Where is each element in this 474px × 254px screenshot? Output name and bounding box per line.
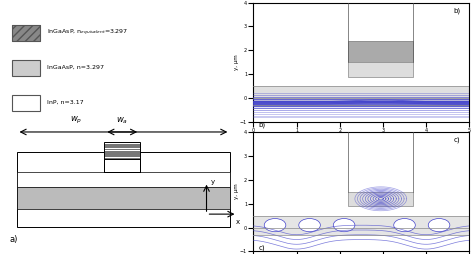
Bar [17, 172, 230, 187]
Bar [254, 77, 469, 86]
Bar [104, 144, 140, 146]
Bar [104, 159, 140, 172]
Text: c): c) [258, 245, 265, 251]
Text: y: y [211, 179, 215, 185]
Text: $w_a$: $w_a$ [116, 115, 128, 126]
Ellipse shape [428, 218, 450, 232]
Bar [254, 86, 469, 105]
Text: x: x [235, 219, 239, 225]
Bar [348, 41, 413, 62]
Bar [348, 192, 413, 206]
Bar [254, 206, 469, 216]
Bar [104, 146, 140, 148]
Text: InGaAsP, n=3.297: InGaAsP, n=3.297 [47, 65, 104, 70]
Bar [104, 155, 140, 157]
Bar [254, 3, 469, 122]
Bar [104, 153, 140, 155]
Y-axis label: y, μm: y, μm [234, 184, 238, 199]
Bar [348, 41, 413, 77]
Text: $w_p$: $w_p$ [70, 115, 82, 126]
Text: b): b) [258, 122, 265, 129]
Text: c): c) [454, 137, 461, 143]
FancyBboxPatch shape [12, 60, 40, 76]
Ellipse shape [299, 218, 320, 232]
Bar [254, 216, 469, 235]
Text: b): b) [454, 7, 461, 14]
Bar [104, 142, 140, 172]
Bar [254, 132, 469, 251]
Bar [104, 151, 140, 153]
Bar [17, 187, 230, 209]
Text: InGaAsP, n$_{equivalent}$=3.297: InGaAsP, n$_{equivalent}$=3.297 [47, 27, 128, 38]
FancyBboxPatch shape [12, 25, 40, 41]
Bar [104, 158, 140, 159]
Y-axis label: y, μm: y, μm [234, 55, 238, 70]
FancyBboxPatch shape [12, 95, 40, 111]
Text: InP, n=3.17: InP, n=3.17 [47, 100, 84, 105]
Text: a): a) [9, 235, 18, 244]
Ellipse shape [333, 218, 355, 232]
Ellipse shape [394, 218, 415, 232]
X-axis label: x, μm: x, μm [354, 135, 369, 140]
Bar [104, 149, 140, 150]
Ellipse shape [264, 218, 286, 232]
Bar [17, 152, 230, 227]
